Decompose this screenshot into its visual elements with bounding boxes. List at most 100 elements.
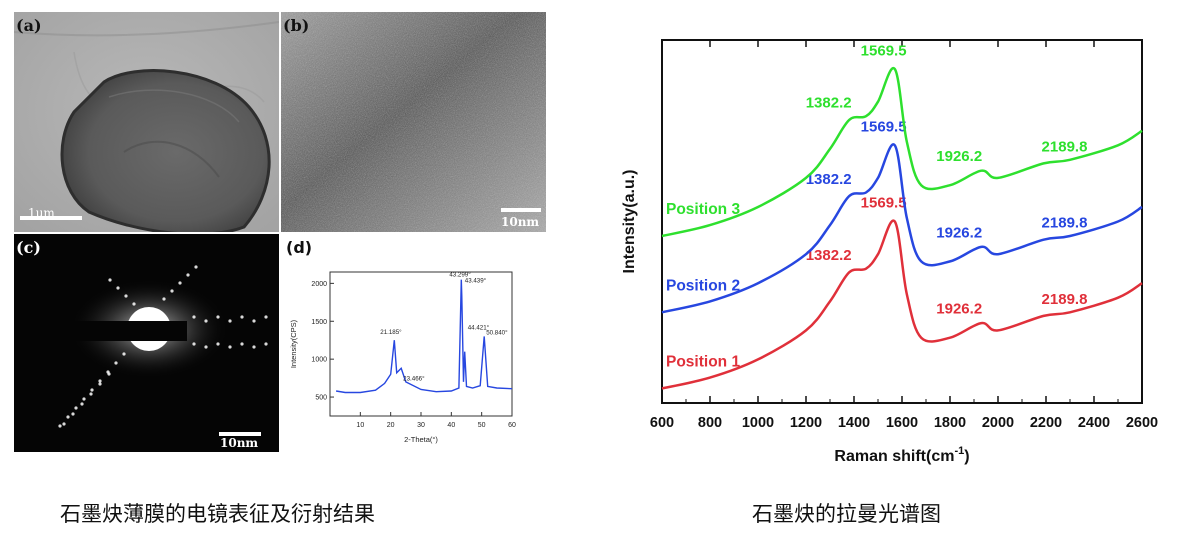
diffraction-spot (240, 315, 244, 319)
xrd-y-tick-label: 1500 (311, 319, 327, 326)
raman-peak-label: 1569.5 (861, 42, 907, 59)
xrd-x-axis-label: 2-Theta(°) (404, 435, 438, 444)
raman-x-tick-label: 2600 (1126, 415, 1158, 431)
scale-bar-label-a: 1μm (28, 206, 55, 220)
raman-y-axis-label: Intensity(a.u.) (621, 169, 638, 273)
diffraction-spot (62, 422, 66, 426)
raman-series-line (661, 219, 1143, 390)
diffraction-spot (170, 289, 174, 293)
xrd-y-axis-label: Intensity(CPS) (289, 319, 298, 368)
caption-right: 石墨炔的拉曼光谱图 (752, 502, 941, 526)
xrd-peak-label: 43.299° (449, 272, 471, 279)
diffraction-spot (194, 265, 198, 269)
diffraction-spot (252, 345, 256, 349)
diffraction-spot (124, 294, 128, 298)
xrd-x-tick-label: 20 (387, 422, 395, 429)
raman-x-tick-label: 1600 (886, 415, 918, 431)
raman-peak-label: 1382.2 (806, 247, 852, 264)
raman-peak-label: 2189.8 (1042, 291, 1088, 308)
scale-bar-label-c: 10nm (220, 436, 259, 450)
raman-x-tick-label: 600 (650, 415, 674, 431)
xrd-chart: 10 20 30 40 50 60 500 1000 1500 2000 2-Theta(°) Int… (289, 271, 516, 444)
xrd-peak-label: 23.466° (403, 375, 425, 382)
diffraction-spot (122, 352, 126, 356)
tem-image-a: (a) 1μm (14, 12, 279, 232)
diffraction-spot (186, 273, 190, 277)
diffraction-spot (66, 415, 70, 419)
xrd-peak-label: 43.439° (465, 277, 487, 284)
raman-x-tick-label: 2200 (1030, 415, 1062, 431)
raman-x-tick-label: 1800 (934, 415, 966, 431)
raman-series-label: Position 2 (666, 277, 740, 294)
diffraction-spot (240, 342, 244, 346)
raman-x-tick-label: 1000 (742, 415, 774, 431)
diffraction-spot (132, 302, 136, 306)
raman-x-tick-label: 1200 (790, 415, 822, 431)
diffraction-spot (80, 402, 84, 406)
tem-image-b-drawing (281, 12, 546, 232)
panel-label-b: (b) (283, 16, 310, 35)
xrd-peak-label: 44.421° (468, 325, 490, 332)
xrd-y-tick-label: 500 (315, 395, 327, 402)
diffraction-spot (162, 297, 166, 301)
diffraction-spot (228, 319, 232, 323)
raman-x-axis-label: Raman shift(cm-1) (834, 445, 969, 465)
diffraction-spot (192, 342, 196, 346)
caption-left: 石墨炔薄膜的电镜表征及衍射结果 (60, 502, 375, 526)
diffraction-spot (216, 315, 220, 319)
diffraction-spot (216, 342, 220, 346)
raman-x-tick-label: 2000 (982, 415, 1014, 431)
tem-image-a-drawing (14, 12, 279, 232)
diffraction-spot (98, 379, 102, 383)
raman-x-tick-label: 800 (698, 415, 722, 431)
raman-series-line (661, 66, 1143, 238)
diffraction-spot (98, 382, 102, 386)
diffraction-spot (178, 281, 182, 285)
diffraction-pattern-c: (c) 10nm (14, 234, 279, 452)
diffraction-spot (58, 424, 62, 428)
diffraction-spot (89, 392, 93, 396)
diffraction-spot (108, 278, 112, 282)
raman-chart: 600 800 1000 1200 1400 1600 1800 2000 2200 2400 26… (610, 20, 1170, 470)
scale-bar-label-b: 10nm (501, 215, 540, 229)
raman-x-tick-label: 2400 (1078, 415, 1110, 431)
raman-peak-label: 2189.8 (1042, 215, 1088, 232)
diffraction-spot (264, 315, 268, 319)
diffraction-spot (114, 361, 118, 365)
raman-series-line (661, 143, 1143, 314)
raman-x-tick-label: 1400 (838, 415, 870, 431)
xrd-x-tick-label: 60 (508, 422, 516, 429)
xrd-x-tick-label: 50 (478, 422, 486, 429)
diffraction-spot (74, 406, 78, 410)
xrd-x-tick-label: 30 (417, 422, 425, 429)
xrd-series-line (335, 279, 513, 394)
xrd-peak-label: 21.185° (380, 329, 402, 336)
diffraction-spot (192, 315, 196, 319)
raman-peak-label: 1926.2 (936, 224, 982, 241)
xrd-chart-d: 10 20 30 40 50 60 500 1000 1500 2000 2-Theta(°) Int… (282, 236, 544, 454)
diffraction-spot (116, 286, 120, 290)
raman-series-label: Position 3 (666, 201, 740, 218)
raman-peak-label: 1926.2 (936, 148, 982, 165)
diffraction-spot (107, 372, 111, 376)
diffraction-drawing (14, 234, 279, 452)
raman-peak-label: 2189.8 (1042, 138, 1088, 155)
raman-peak-label: 1382.2 (806, 95, 852, 112)
raman-peak-label: 1569.5 (861, 195, 907, 212)
raman-chart-svg: 600 800 1000 1200 1400 1600 1800 2000 2200 2400 26… (621, 39, 1158, 465)
diffraction-spot (204, 319, 208, 323)
diffraction-spot (204, 345, 208, 349)
panel-label-c: (c) (16, 238, 41, 257)
panel-label-d: (d) (286, 238, 313, 257)
xrd-x-tick-label: 40 (447, 422, 455, 429)
diffraction-spot (228, 345, 232, 349)
panel-label-a: (a) (16, 16, 42, 35)
diffraction-spot (90, 388, 94, 392)
xrd-y-tick-label: 2000 (311, 281, 327, 288)
xrd-peak-label: 50.840° (486, 329, 508, 336)
xrd-x-tick-label: 10 (356, 422, 364, 429)
raman-peak-label: 1926.2 (936, 301, 982, 318)
raman-series-label: Position 1 (666, 353, 740, 370)
raman-peak-label: 1382.2 (806, 171, 852, 188)
diffraction-spot (252, 319, 256, 323)
